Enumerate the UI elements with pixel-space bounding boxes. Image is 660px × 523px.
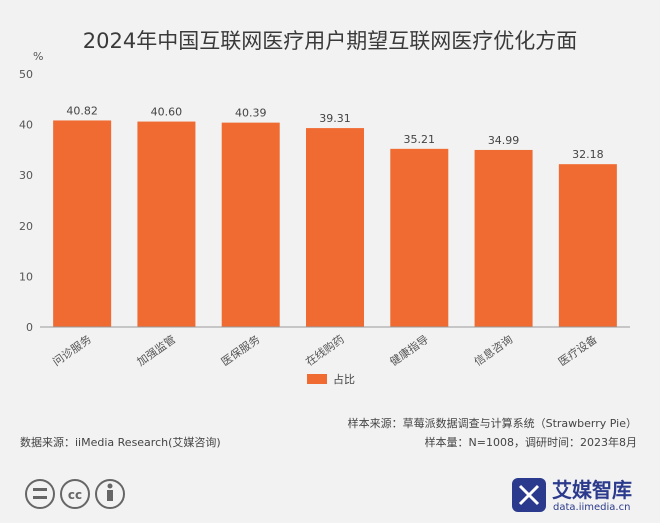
brand-name: 艾媒智库 <box>552 478 632 502</box>
bar <box>137 121 196 328</box>
data-label: 39.31 <box>319 112 351 125</box>
y-tick-label: 30 <box>19 169 33 182</box>
chart-title: 2024年中国互联网医疗用户期望互联网医疗优化方面 <box>83 29 577 53</box>
data-label: 40.82 <box>66 104 98 117</box>
data-label: 40.39 <box>235 107 267 120</box>
y-tick-label: 40 <box>19 119 33 132</box>
data-label: 32.18 <box>572 148 604 161</box>
category-label: 问诊服务 <box>50 332 94 369</box>
bars <box>53 120 617 328</box>
category-label: 在线购药 <box>303 332 347 369</box>
bar <box>558 164 617 327</box>
svg-text:cc: cc <box>68 488 82 502</box>
data-label: 35.21 <box>404 133 436 146</box>
legend-label: 占比 <box>333 372 355 386</box>
category-label: 医保服务 <box>218 332 262 369</box>
bar <box>306 128 364 327</box>
x-axis-categories: 问诊服务 加强监管 医保服务 在线购药 健康指导 信息咨询 医疗设备 <box>50 332 600 369</box>
data-source: 数据来源：iiMedia Research(艾媒咨询) <box>20 435 221 449</box>
bar <box>474 149 533 327</box>
cc-equal-icon <box>25 479 55 509</box>
sample-source: 样本来源：草莓派数据调查与计算系统（Strawberry Pie） <box>348 416 637 430</box>
cc-by-icon <box>95 479 125 509</box>
bar <box>221 122 280 327</box>
y-tick-label: 10 <box>19 270 33 283</box>
bar <box>390 148 449 327</box>
y-tick-label: 20 <box>19 220 33 233</box>
y-tick-label: 50 <box>19 68 33 81</box>
legend-swatch <box>307 374 327 384</box>
category-label: 健康指导 <box>387 332 431 369</box>
brand-url: data.iimedia.cn <box>553 502 630 513</box>
legend: 占比 <box>307 372 355 386</box>
data-label: 40.60 <box>151 106 183 119</box>
y-axis-unit: % <box>33 50 43 63</box>
brand-logo: 艾媒智库 data.iimedia.cn <box>512 478 632 513</box>
license-icons: cc <box>25 479 125 509</box>
sample-info: 样本量：N=1008，调研时间：2023年8月 <box>425 435 637 449</box>
category-label: 信息咨询 <box>471 332 515 369</box>
data-labels: 40.82 40.60 40.39 39.31 35.21 34.99 32.18 <box>66 104 603 161</box>
cc-icon: cc <box>60 479 90 509</box>
y-axis-ticks: 0 10 20 30 40 50 <box>19 68 33 334</box>
data-label: 34.99 <box>488 134 520 147</box>
category-label: 加强监管 <box>134 332 178 369</box>
bar <box>53 120 112 327</box>
y-tick-label: 0 <box>26 321 33 334</box>
category-label: 医疗设备 <box>556 332 600 369</box>
